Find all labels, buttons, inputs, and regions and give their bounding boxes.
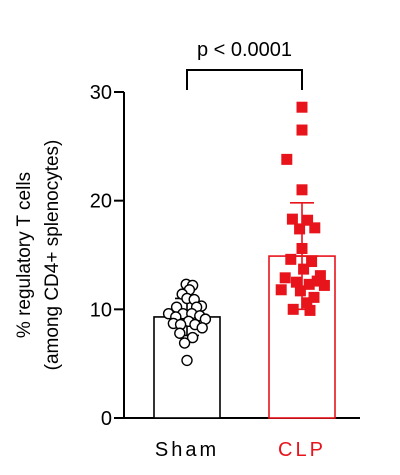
y-axis-label-line-1: % regulatory T cells (14, 172, 35, 338)
x-axis-labels: Sham CLP (155, 439, 326, 461)
data-point-clp (287, 303, 299, 315)
data-point-clp (311, 275, 323, 287)
data-point-clp (304, 304, 316, 316)
significance-annotation: p < 0.0001 (186, 39, 303, 90)
y-tick-label: 10 (90, 299, 112, 321)
data-point-clp (286, 213, 298, 225)
data-point-clp (275, 284, 287, 296)
data-point-clp (285, 253, 297, 265)
data-point-clp (279, 272, 291, 284)
data-point-clp (290, 276, 302, 288)
data-point-clp (296, 101, 308, 113)
data-point-clp (301, 297, 313, 309)
data-point-sham (181, 354, 193, 367)
data-point-clp (298, 263, 310, 275)
data-point-sham (186, 331, 199, 344)
data-point-clp (306, 256, 318, 268)
y-axis-label: % regulatory T cells (among CD4+ splenoc… (14, 140, 63, 371)
significance-bracket (186, 69, 303, 90)
p-value-label: p < 0.0001 (197, 39, 292, 61)
data-point-clp (296, 124, 308, 136)
data-point-clp (303, 278, 315, 290)
data-point-sham (196, 322, 208, 334)
x-tick-label-clp: CLP (278, 439, 326, 461)
data-point-clp (302, 214, 314, 226)
data-point-clp (294, 223, 306, 235)
data-point-sham (178, 337, 191, 349)
x-tick-label-sham: Sham (155, 439, 219, 461)
data-point-sham (174, 327, 186, 339)
y-tick-label: 30 (90, 82, 112, 104)
data-point-clp (296, 242, 308, 254)
data-point-clp (318, 279, 330, 291)
data-point-clp (309, 222, 321, 234)
y-tick-label: 0 (101, 408, 112, 430)
data-point-clp (296, 184, 308, 196)
y-tick-label: 20 (90, 191, 112, 213)
data-points (162, 101, 330, 367)
data-point-clp (308, 291, 320, 303)
data-point-clp (281, 153, 293, 165)
y-axis-label-line-2: (among CD4+ splenocytes) (42, 140, 63, 371)
data-point-clp (294, 285, 306, 297)
